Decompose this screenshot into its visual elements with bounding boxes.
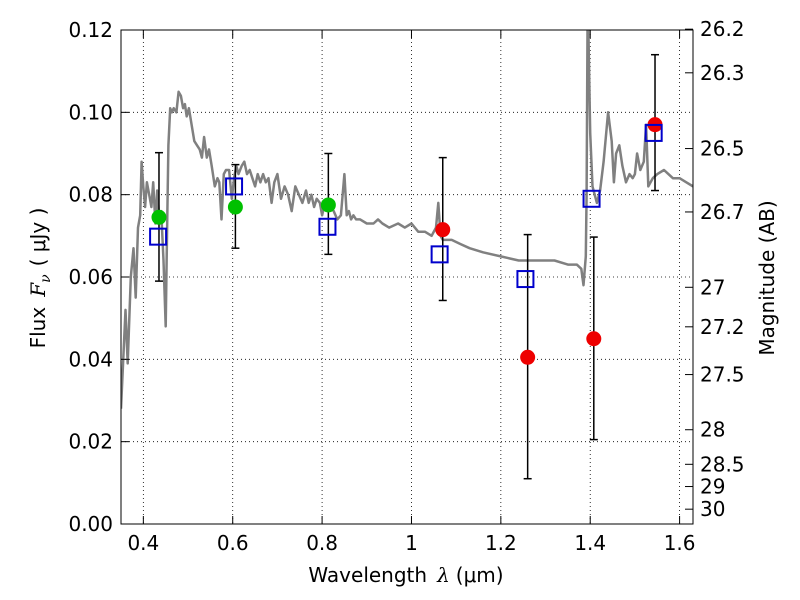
y2-tick-label: 27: [700, 275, 725, 299]
x-tick-label: 1.2: [485, 531, 517, 555]
model-point-square: [318, 217, 337, 236]
y2-tick-label: 28: [700, 418, 725, 442]
axis-ticks: [121, 28, 693, 525]
tick-labels: 0.4 0.6 0.8 1 1.2 1.4 1.6 0.00 0.02 0.04 0.06 0.08 0…: [68, 17, 744, 555]
y-tick-label: 0.02: [68, 430, 113, 454]
observed-point-green: [320, 197, 336, 213]
y2-tick-label: 28.5: [700, 452, 745, 476]
sed-model-line: [121, 30, 693, 409]
y-axis-units: ( μJy ): [26, 208, 50, 267]
y-axis-nu: ν: [38, 274, 54, 283]
x-tick-label: 0.6: [217, 531, 249, 555]
y2-axis-title: Magnitude (AB): [755, 200, 779, 355]
y2-tick-label: 27.5: [700, 363, 745, 387]
x-tick-label: 0.8: [306, 531, 338, 555]
model-point-square: [225, 177, 244, 196]
x-tick-label: 1.4: [574, 531, 606, 555]
observed-point-green: [227, 199, 243, 215]
observed-point-red: [435, 222, 451, 238]
model-point-square: [149, 227, 168, 246]
model-point-square: [644, 123, 663, 142]
x-axis-title: Wavelength λ (μm): [308, 563, 503, 587]
model-point-square: [516, 270, 535, 289]
y2-tick-label: 26.5: [700, 137, 745, 161]
y2-tick-label: 27.2: [700, 315, 745, 339]
y2-tick-label: 30: [700, 497, 725, 521]
y2-tick-label: 26.7: [700, 200, 745, 224]
plot-area: [121, 30, 693, 409]
y-tick-label: 0.00: [68, 512, 113, 536]
y2-tick-label: 26.2: [700, 17, 745, 41]
model-point-square: [582, 189, 601, 208]
y-tick-label: 0.10: [68, 100, 113, 124]
x-axis-lambda: λ: [436, 563, 450, 587]
y-tick-label: 0.12: [68, 18, 113, 42]
data-markers: [149, 117, 663, 365]
x-axis-title-text: Wavelength: [308, 563, 427, 587]
y-tick-label: 0.04: [68, 347, 113, 371]
y-axis-flux-symbol: F: [26, 282, 50, 298]
x-tick-label: 1.6: [664, 531, 696, 555]
y-tick-label: 0.08: [68, 183, 113, 207]
observed-point-green: [151, 209, 167, 225]
y-axis-title-text: Flux: [26, 307, 50, 349]
x-tick-label: 0.4: [127, 531, 159, 555]
y-tick-label: 0.06: [68, 265, 113, 289]
y-axis-title: Flux Fν ( μJy ): [26, 208, 54, 349]
x-axis-units: (μm): [456, 563, 504, 587]
y2-tick-label: 29: [700, 475, 725, 499]
observed-point-red: [520, 349, 536, 365]
x-tick-label: 1: [405, 531, 418, 555]
model-point-square: [430, 245, 449, 264]
observed-point-red: [586, 331, 602, 347]
y2-tick-label: 26.3: [700, 61, 745, 85]
